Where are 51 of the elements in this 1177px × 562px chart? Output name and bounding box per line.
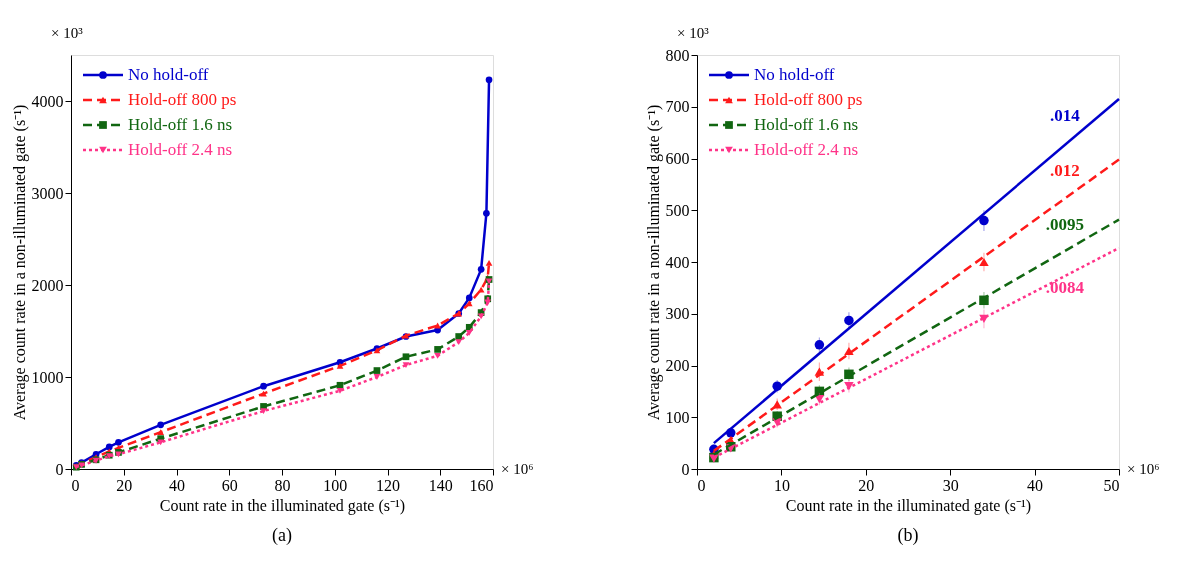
annotation: .0084 bbox=[1045, 277, 1085, 297]
y-tick-label: 700 bbox=[665, 98, 690, 116]
text: × 10⁶ bbox=[501, 461, 534, 477]
text: × 10⁶ bbox=[1127, 461, 1160, 477]
x-tick-label: 100 bbox=[323, 476, 348, 494]
x-tick-label: 50 bbox=[1103, 476, 1120, 494]
legend-label: Hold-off 2.4 ns bbox=[128, 140, 233, 159]
y-tick-label: 500 bbox=[665, 201, 690, 219]
x-tick-label: 60 bbox=[221, 476, 238, 494]
text: × 10³ bbox=[677, 25, 710, 41]
text: (b) bbox=[897, 525, 919, 546]
y-tick-label: 100 bbox=[665, 408, 690, 426]
annotation: .0095 bbox=[1045, 215, 1084, 235]
y-tick-label: 0 bbox=[55, 460, 64, 478]
legend-label: Hold-off 1.6 ns bbox=[128, 115, 233, 134]
x-tick-label: 20 bbox=[858, 476, 875, 494]
annotation: .012 bbox=[1049, 160, 1080, 180]
text: × 10³ bbox=[51, 25, 84, 41]
y-tick-label: 200 bbox=[665, 357, 690, 374]
legend-label: Hold-off 800 ps bbox=[754, 90, 863, 109]
legend-label: No hold-off bbox=[754, 65, 835, 84]
x-tick-label: 0 bbox=[697, 476, 706, 494]
x-tick-label: 120 bbox=[376, 476, 400, 494]
text: (a) bbox=[272, 525, 292, 546]
legend-label: Hold-off 1.6 ns bbox=[754, 115, 859, 134]
y-tick-label: 2000 bbox=[31, 276, 64, 294]
x-tick-label: 40 bbox=[169, 476, 185, 494]
x-tick-label: 80 bbox=[274, 476, 291, 494]
y-tick-label: 3000 bbox=[31, 184, 64, 202]
x-tick-label: 40 bbox=[1027, 476, 1044, 494]
legend-label: Hold-off 800 ps bbox=[128, 90, 237, 109]
y-axis-title: Average count rate in a non-illuminated gate (s⁻¹) bbox=[10, 104, 29, 421]
x-tick-label: 20 bbox=[116, 476, 133, 494]
y-tick-label: 1000 bbox=[31, 368, 64, 386]
x-tick-label: 0 bbox=[71, 476, 80, 494]
y-tick-label: 4000 bbox=[31, 92, 64, 110]
legend-label: Hold-off 2.4 ns bbox=[754, 140, 859, 159]
y-axis-title: Average count rate in a non-illuminated gate (s⁻¹) bbox=[644, 104, 663, 421]
x-tick-label: 160 bbox=[469, 476, 494, 494]
x-tick-label: 30 bbox=[942, 476, 959, 494]
y-tick-label: 600 bbox=[665, 150, 690, 167]
x-tick-label: 10 bbox=[773, 476, 790, 494]
x-axis-title: Count rate in the illuminated gate (s⁻¹) bbox=[785, 496, 1032, 515]
legend-label: No hold-off bbox=[128, 65, 209, 84]
y-tick-label: 800 bbox=[665, 46, 690, 64]
y-tick-label: 400 bbox=[665, 253, 690, 271]
annotation: .014 bbox=[1049, 105, 1081, 125]
y-tick-label: 300 bbox=[665, 305, 690, 323]
y-tick-label: 0 bbox=[681, 460, 690, 478]
x-tick-label: 140 bbox=[428, 476, 453, 494]
x-axis-title: Count rate in the illuminated gate (s⁻¹) bbox=[159, 496, 406, 515]
